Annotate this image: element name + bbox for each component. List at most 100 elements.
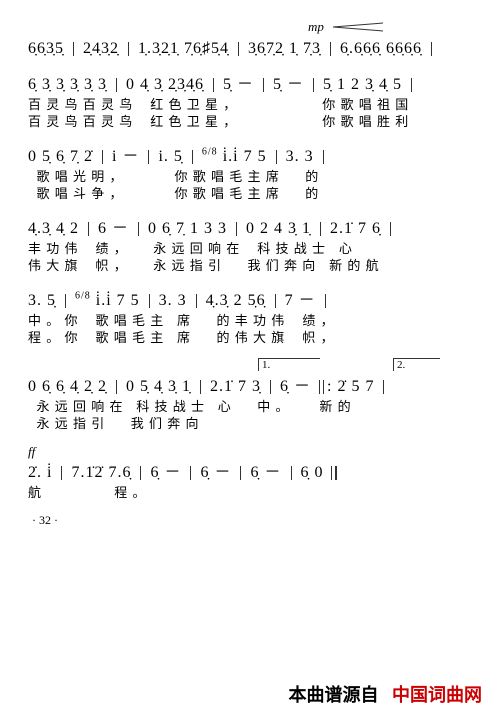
notation-row: 3. 5̣ 6/8 i̇.i̇ 7 5 3. 3 4̣.3̣ 2 5̣6̣ 7 … bbox=[28, 286, 474, 310]
time-sig: 6/8 bbox=[75, 291, 91, 302]
lyric: 航 bbox=[28, 485, 42, 500]
lyric: 永 远 指 引 bbox=[153, 258, 222, 273]
dynamic-row: mp bbox=[28, 18, 474, 36]
lyric: 心 bbox=[339, 241, 353, 256]
lyric: 绩 ， bbox=[96, 241, 128, 256]
lyric: 心 bbox=[218, 399, 232, 414]
measure: 2̇ 5 7 bbox=[337, 378, 374, 396]
footer-text: 本曲谱源自 bbox=[289, 685, 379, 705]
measure: 7 － bbox=[285, 286, 316, 310]
lyric: 永 远 回 响 在 bbox=[37, 399, 124, 414]
measure: i. 5̣ bbox=[158, 148, 182, 166]
page-number: · 32 · bbox=[32, 513, 474, 528]
lyric: 科 技 战 士 bbox=[136, 399, 205, 414]
lyric-row-2: 伟 大 旗 帜 ， 永 远 指 引 我 们 奔 向 新 的 航 bbox=[28, 255, 474, 274]
measure: 5̣ － bbox=[273, 70, 304, 94]
measure: 2.1̇ 7 3̣ bbox=[210, 378, 261, 396]
measure: 6̣ － bbox=[150, 458, 181, 482]
lyric-row-2: 百 灵 鸟 百 灵 鸟 红 色 卫 星 ， 你 歌 唱 胜 利 bbox=[28, 111, 474, 130]
lyric: 你 歌 唱 祖 国 bbox=[322, 97, 409, 112]
lyric: 新 的 航 bbox=[329, 258, 380, 273]
measure: 0 6̣ 7̣ 1 3 3 bbox=[148, 220, 227, 238]
footer-credit: 本曲谱源自 中国词曲网 bbox=[289, 681, 483, 707]
lyric: 丰 功 伟 bbox=[28, 241, 79, 256]
music-line-2: 6̣ 3̣ 3̣ 3̣ 3̣ 3̣ 0 4̣ 3̣ 2̣3̣4̣6̣ 5̣ － … bbox=[28, 70, 474, 130]
measure: 6̣ 0 bbox=[301, 464, 324, 482]
measure: 7.1̇2̇ 7.6̣ bbox=[71, 464, 131, 482]
crescendo-hairpin bbox=[333, 22, 383, 32]
lyric: 你 歌 唱 毛 主 席 bbox=[175, 169, 280, 184]
measure: 5̣ 1 2 3̣ 4̣ 5 bbox=[323, 76, 402, 94]
lyric: 我 们 奔 向 bbox=[131, 416, 200, 431]
lyric: 歌 唱 毛 主 bbox=[96, 330, 165, 345]
ending-1: 1. bbox=[258, 358, 320, 371]
music-line-1: 6̣6̣3̣5̣ 2̣4̣3̣2̣ 1̣.3̣2̣1̣ 7̣6̣♯5̣4̣ 3̣… bbox=[28, 40, 474, 58]
lyric: 科 技 战 士 bbox=[257, 241, 326, 256]
lyric: 你 歌 唱 毛 主 席 bbox=[175, 186, 280, 201]
music-score-page: mp 6̣6̣3̣5̣ 2̣4̣3̣2̣ 1̣.3̣2̣1̣ 7̣6̣♯5̣4̣… bbox=[0, 0, 502, 528]
lyric: 的 bbox=[305, 169, 319, 184]
lyric: 我 们 奔 向 bbox=[248, 258, 317, 273]
lyric: 红 色 卫 星 ， bbox=[150, 97, 237, 112]
measure: i̇.i̇ 7 5 bbox=[223, 148, 267, 166]
notation-row: 4̣.3̣ 4̣ 2 6 － 0 6̣ 7̣ 1 3 3 0 2 4 3̣ 1̣… bbox=[28, 214, 474, 238]
notation-row: 0 6̣ 6̣ 4̣ 2̣ 2̣ 0 5̣ 4̣ 3̣ 1̣ 2.1̇ 7 3̣… bbox=[28, 372, 474, 396]
notation-row: 6̣ 3̣ 3̣ 3̣ 3̣ 3̣ 0 4̣ 3̣ 2̣3̣4̣6̣ 5̣ － … bbox=[28, 70, 474, 94]
notation-row: 0 5̣ 6̣ 7̣ 2̇ i － i. 5̣ 6/8 i̇.i̇ 7 5 3.… bbox=[28, 142, 474, 166]
lyric-row-2: 歌 唱 斗 争 ， 你 歌 唱 毛 主 席 的 bbox=[28, 183, 474, 202]
music-line-4: 4̣.3̣ 4̣ 2 6 － 0 6̣ 7̣ 1 3 3 0 2 4 3̣ 1̣… bbox=[28, 214, 474, 274]
lyric-row-1: 航 程 。 bbox=[28, 482, 474, 501]
lyric: 歌 唱 斗 争 ， bbox=[37, 186, 124, 201]
music-line-3: 0 5̣ 6̣ 7̣ 2̇ i － i. 5̣ 6/8 i̇.i̇ 7 5 3.… bbox=[28, 142, 474, 202]
measure: 6̣ － bbox=[280, 372, 311, 396]
lyric: 百 灵 鸟 百 灵 鸟 bbox=[28, 114, 133, 129]
measure: i － bbox=[112, 142, 139, 166]
lyric: 帜 ， bbox=[96, 258, 128, 273]
repeat-bar bbox=[319, 380, 324, 394]
lyric: 的 丰 功 伟 bbox=[217, 313, 286, 328]
lyric: 绩 ， bbox=[302, 313, 334, 328]
measure: 2.1̇ 7 6̣ bbox=[330, 220, 381, 238]
measure: 3. 3 bbox=[286, 148, 314, 166]
measure: 6̣ － bbox=[250, 458, 281, 482]
ending-2: 2. bbox=[393, 358, 440, 371]
lyric: 中 。 bbox=[257, 399, 289, 414]
measure: 6̣ 3̣ 3̣ 3̣ 3̣ 3̣ bbox=[28, 76, 107, 94]
time-sig: 6/8 bbox=[202, 147, 218, 158]
measure: 4̣.3̣ 4̣ 2 bbox=[28, 220, 79, 238]
music-line-5: 3. 5̣ 6/8 i̇.i̇ 7 5 3. 3 4̣.3̣ 2 5̣6̣ 7 … bbox=[28, 286, 474, 346]
lyric: 的 bbox=[305, 186, 319, 201]
measure: 1̣.3̣2̣1̣ 7̣6̣♯5̣4̣ bbox=[138, 40, 229, 58]
lyric: 歌 唱 毛 主 bbox=[96, 313, 165, 328]
measure: i̇.i̇ 7 5 bbox=[96, 292, 140, 310]
notation-row: 6̣6̣3̣5̣ 2̣4̣3̣2̣ 1̣.3̣2̣1̣ 7̣6̣♯5̣4̣ 3̣… bbox=[28, 40, 474, 58]
measure: 0 2 4 3̣ 1̣ bbox=[246, 220, 311, 238]
measure: 0 5̣ 4̣ 3̣ 1̣ bbox=[126, 378, 191, 396]
footer-link: 中国词曲网 bbox=[392, 685, 482, 705]
music-line-7: ff 2̇. i̇ 7.1̇2̇ 7.6̣ 6̣ － 6̣ － 6̣ － 6̣ … bbox=[28, 444, 474, 501]
lyric: 席 bbox=[177, 330, 191, 345]
measure: 3. 5̣ bbox=[28, 292, 56, 310]
measure: 6̣6̣3̣5̣ bbox=[28, 40, 64, 58]
lyric: 程 。 你 bbox=[28, 330, 79, 345]
lyric: 席 bbox=[177, 313, 191, 328]
measure: 0 6̣ 6̣ 4̣ 2̣ 2̣ bbox=[28, 378, 107, 396]
measure: 3̣6̣7̣2̣ 1̣ 7̣3̣ bbox=[248, 40, 321, 58]
lyric: 新 的 bbox=[319, 399, 351, 414]
lyric: 帜 ， bbox=[302, 330, 334, 345]
lyric: 伟 大 旗 bbox=[28, 258, 79, 273]
measure: 2̣4̣3̣2̣ bbox=[83, 40, 119, 58]
measure: 6̣.6̣6̣6̣ 6̣6̣6̣6̣ bbox=[340, 40, 422, 58]
measure: 2̇. i̇ bbox=[28, 464, 52, 482]
lyric: 永 远 回 响 在 bbox=[153, 241, 240, 256]
measure: 6̣ － bbox=[200, 458, 231, 482]
dynamic-mp: mp bbox=[308, 19, 324, 34]
measure: 4̣.3̣ 2 5̣6̣ bbox=[206, 292, 266, 310]
measure: 6 － bbox=[98, 214, 129, 238]
lyric: 歌 唱 光 明 ， bbox=[37, 169, 124, 184]
lyric: 百 灵 鸟 百 灵 鸟 bbox=[28, 97, 133, 112]
music-line-6: 1. 2. 0 6̣ 6̣ 4̣ 2̣ 2̣ 0 5̣ 4̣ 3̣ 1̣ 2.1… bbox=[28, 358, 474, 432]
lyric: 的 伟 大 旗 bbox=[217, 330, 286, 345]
lyric: 程 。 bbox=[114, 485, 146, 500]
lyric: 中 。 你 bbox=[28, 313, 79, 328]
